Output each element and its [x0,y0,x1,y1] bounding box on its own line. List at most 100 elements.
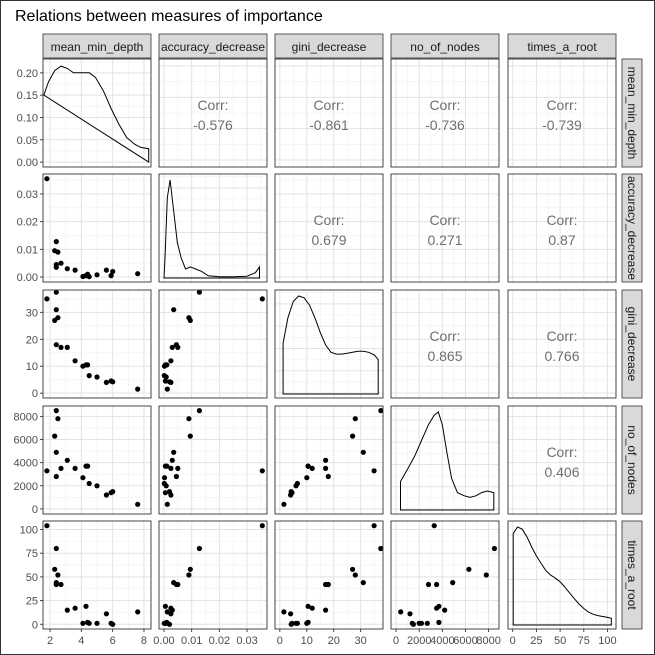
scatter-point [72,358,78,364]
density-curve [282,295,379,395]
scatter-point [259,523,265,529]
scatter-point [164,362,170,368]
corr-value: 0.406 [544,464,579,480]
scatter-point [175,465,181,471]
strip-row-gini_decrease [621,289,643,399]
scatter-point [53,408,59,414]
scatter-point [168,605,174,611]
scatter-point [94,272,100,278]
scatter-point [407,611,413,617]
y-tick-label: 50 [26,572,38,584]
panel-1-2: Corr: 0.679 [274,173,384,283]
panel-4-0 [42,520,152,630]
y-tick-label: 0 [32,504,38,516]
scatter-point [72,267,78,273]
scatter-point [55,315,61,321]
scatter-point [53,581,59,588]
scatter-point [305,463,311,469]
scatter-point [166,621,173,627]
scatter-point [135,386,141,392]
scatter-point [53,307,59,313]
y-tick-label: 0 [32,619,38,631]
corr-label: Corr: [546,444,577,460]
y-tick-label: 10 [26,361,38,373]
x-tick-label: 0 [510,635,516,647]
scatter-point [352,416,358,422]
scatter-point [442,607,448,613]
scatter-point [162,378,168,384]
strip-col-label: mean_min_depth [51,40,144,54]
corr-value: 0.865 [427,348,462,364]
scatter-point [44,176,50,182]
panel-4-3 [390,520,500,630]
scatter-point [169,344,175,350]
scatter-point [64,457,70,463]
corr-label: Corr: [546,97,577,113]
scatter-point [86,480,92,487]
x-tick-label: 20 [328,635,340,647]
scatter-point [352,572,358,578]
x-tick-label: 0.03 [236,635,257,647]
density-curve [512,526,612,626]
scatter-point [323,581,329,588]
scatter-point [424,620,430,626]
scatter-point [168,465,174,471]
panel-0-2: Corr: -0.861 [274,58,384,168]
scatter-point [431,523,437,529]
x-tick-label: 2 [47,635,53,647]
x-tick-label: 0.00 [153,635,174,647]
scatter-point [53,342,59,348]
strip-row-no_of_nodes [621,405,643,515]
y-tick-label: 0.01 [17,244,38,256]
strip-row-label: mean_min_depth [625,67,639,160]
scatter-point [55,249,61,255]
scatter-point [293,620,299,626]
scatter-point [58,465,64,471]
y-tick-label: 75 [26,548,38,560]
scatter-point [110,379,116,385]
scatter-point [85,362,91,368]
y-tick-label: 20 [26,334,38,346]
strip-col-times_a_root [507,33,617,59]
corr-label: Corr: [197,97,228,113]
y-tick-label: 0.05 [17,135,38,147]
scatter-point [161,475,168,481]
scatter-point [187,433,193,439]
x-tick-label: 25 [530,635,542,647]
x-tick-label: 0.01 [181,635,202,647]
scatter-point [53,262,59,268]
strip-row-label: no_of_nodes [625,425,639,494]
scatter-point [53,239,59,245]
scatter-point [350,566,356,572]
corr-label: Corr: [313,212,344,228]
scatter-point [173,473,179,480]
corr-label: Corr: [429,212,460,228]
corr-label: Corr: [546,212,577,228]
strip-col-gini_decrease [274,33,384,59]
x-tick-label: 50 [554,635,566,647]
scatter-point [103,492,109,498]
scatter-point [85,463,91,469]
corr-value: 0.271 [427,232,462,248]
corr-label: Corr: [429,328,460,344]
scatter-point [371,523,377,529]
scatter-point [491,545,497,552]
x-tick-label: 0 [277,635,283,647]
scatter-point [58,260,64,266]
corr-value: 0.766 [544,348,579,364]
panel-1-4: Corr: 0.87 [507,173,617,283]
x-tick-label: 30 [355,635,367,647]
scatter-point [436,603,442,609]
scatter-point [94,483,100,489]
scatter-point [53,289,59,295]
x-tick-label: 8 [141,635,147,647]
x-tick-label: 75 [578,635,590,647]
scatter-point [483,572,489,578]
scatter-point [323,457,329,463]
scatter-point [44,523,50,529]
scatter-point [52,433,58,439]
scatter-point [110,621,116,627]
scatter-point [162,620,168,626]
scatter-point [187,566,193,572]
x-tick-label: 0 [393,635,399,647]
